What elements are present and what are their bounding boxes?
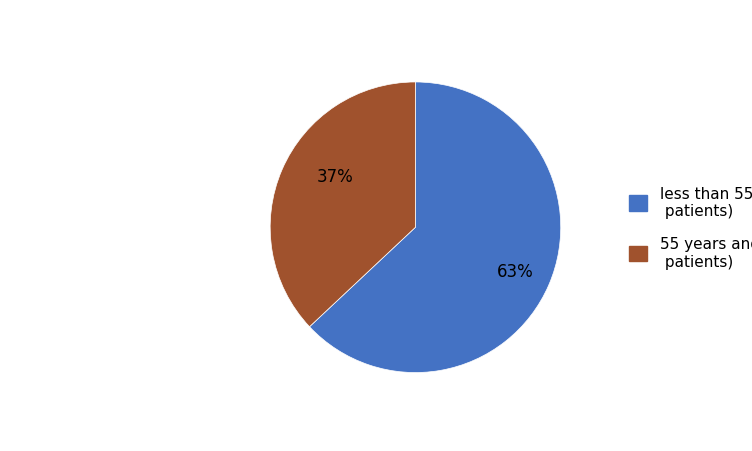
- Text: 63%: 63%: [497, 262, 534, 280]
- Text: 37%: 37%: [317, 168, 354, 186]
- Wedge shape: [310, 83, 561, 373]
- Wedge shape: [270, 83, 415, 327]
- Legend: less than 55 years ( 207
 patients), 55 years and older (119
 patients): less than 55 years ( 207 patients), 55 y…: [623, 180, 752, 275]
